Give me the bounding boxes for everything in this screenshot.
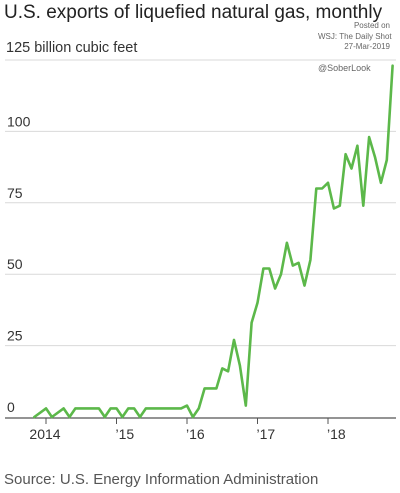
author-handle: @SoberLook [318, 63, 371, 73]
x-tick-label: ’15 [116, 426, 135, 442]
x-tick-label: ’17 [257, 426, 276, 442]
x-tick-label: ’16 [186, 426, 205, 442]
x-tick-label: 2014 [29, 426, 60, 442]
source-note: Source: U.S. Energy Information Administ… [4, 471, 319, 488]
y-tick-label: 100 [7, 113, 31, 129]
posted-watermark: Posted on WSJ: The Daily Shot 27-Mar-201… [318, 21, 392, 53]
y-tick-label: 50 [7, 256, 23, 272]
chart-title: U.S. exports of liquefied natural gas, m… [4, 2, 383, 23]
y-tick-label: 0 [7, 399, 15, 415]
series-line [32, 64, 394, 419]
y-axis-unit-label: 125 billion cubic feet [6, 40, 138, 56]
posted-line-3: 27-Mar-2019 [344, 42, 390, 51]
x-tick-label: ’18 [327, 426, 346, 442]
y-tick-label: 25 [7, 328, 23, 344]
posted-line-2: WSJ: The Daily Shot [318, 31, 392, 41]
y-tick-label: 75 [7, 185, 23, 201]
posted-line-1: Posted on [353, 21, 390, 30]
